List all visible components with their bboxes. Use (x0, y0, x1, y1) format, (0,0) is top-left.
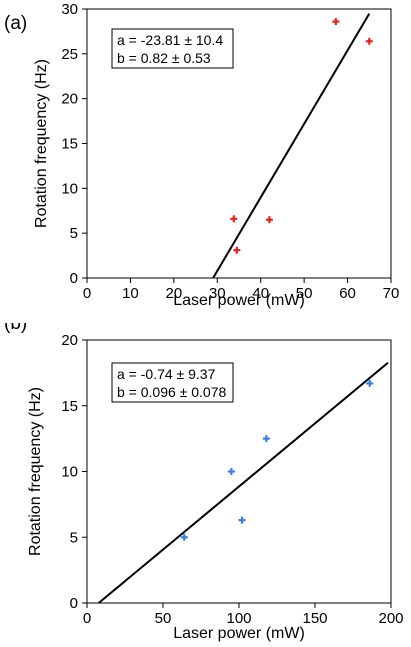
data-point-a (265, 216, 273, 224)
y-axis-title-b: Rotation frequency (Hz) (27, 387, 44, 556)
y-tick-label-b: 15 (61, 398, 78, 415)
x-tick-label-b: 100 (226, 610, 251, 627)
data-point-a (230, 215, 238, 223)
x-tick-label-a: 50 (296, 285, 313, 302)
y-tick-label-a: 15 (61, 136, 78, 153)
x-tick-label-b: 200 (378, 610, 403, 627)
x-tick-label-a: 40 (252, 285, 269, 302)
y-tick-label-b: 0 (70, 595, 78, 612)
fit-text-a-line-1: a = -23.81 ± 10.4 (117, 32, 223, 48)
data-point-a (233, 246, 241, 254)
fit-text-b-line-2: b = 0.096 ± 0.078 (117, 384, 226, 400)
y-tick-label-a: 25 (61, 46, 78, 63)
y-tick-label-a: 5 (70, 225, 78, 242)
y-tick-label-a: 10 (61, 180, 78, 197)
fit-text-b-line-1: a = -0.74 ± 9.37 (117, 366, 216, 382)
x-axis-title-b: Laser power (mW) (173, 625, 305, 642)
data-point-b (366, 379, 374, 387)
y-tick-label-a: 20 (61, 91, 78, 108)
x-tick-label-b: 50 (155, 610, 172, 627)
y-tick-label-b: 20 (61, 332, 78, 349)
chart-a: (a) 0 10 20 30 40 50 60 70 0 5 10 15 20 25 30 Laser po… (4, 1, 399, 309)
fit-box-b: a = -0.74 ± 9.37 b = 0.096 ± 0.078 (111, 362, 234, 403)
x-tick-label-a: 60 (339, 285, 356, 302)
x-tick-label-b: 0 (83, 610, 91, 627)
y-tick-label-b: 10 (61, 464, 78, 481)
data-point-b (227, 468, 235, 475)
data-point-a (365, 37, 373, 45)
fit-text-a-line-2: b = 0.82 ± 0.53 (117, 50, 211, 66)
chart-b: (b) 0 50 100 150 200 0 5 10 15 20 Laser power (mW… (4, 323, 404, 642)
plot-area-a: 0 10 20 30 40 50 60 70 0 5 10 15 20 25 30 (61, 1, 399, 302)
data-point-b (180, 533, 188, 541)
x-tick-label-a: 10 (122, 285, 139, 302)
x-tick-label-a: 30 (209, 285, 226, 302)
fit-box-a: a = -23.81 ± 10.4 b = 0.82 ± 0.53 (111, 28, 234, 69)
y-tick-label-b: 5 (70, 529, 78, 546)
x-tick-label-a: 20 (166, 285, 183, 302)
fit-line-b (98, 362, 389, 604)
data-point-b (238, 516, 246, 524)
panel-label-a: (a) (4, 13, 27, 34)
plot-area-b: 0 50 100 150 200 0 5 10 15 20 (61, 332, 403, 627)
x-axis-title-a: Laser power (mW) (173, 292, 305, 309)
y-tick-label-a: 0 (70, 270, 78, 287)
x-tick-label-b: 150 (302, 610, 327, 627)
x-tick-label-a: 0 (83, 285, 91, 302)
data-point-b (262, 435, 270, 443)
data-point-a (332, 18, 340, 26)
y-tick-label-a: 30 (61, 1, 78, 18)
panel-label-b: (b) (4, 323, 27, 334)
x-tick-label-a: 70 (383, 285, 400, 302)
fit-line-a (212, 13, 371, 279)
y-axis-title-a: Rotation frequency (Hz) (33, 59, 50, 228)
